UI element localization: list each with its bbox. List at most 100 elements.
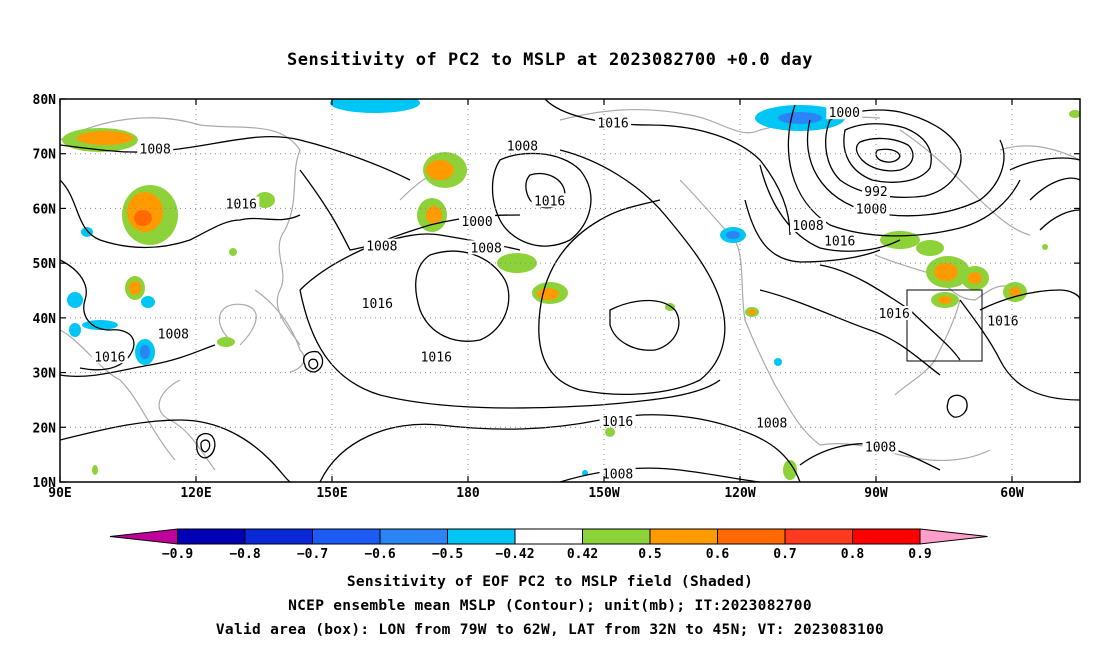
contour-label: 1016	[362, 297, 393, 312]
contour-label-bg	[504, 138, 541, 153]
contour-label: 1008	[507, 140, 538, 155]
contour-label: 1016	[94, 350, 125, 365]
colorbar	[109, 528, 988, 545]
caption-line-2: NCEP ensemble mean MSLP (Contour); unit(…	[288, 598, 812, 614]
lat-label: 30N	[33, 367, 57, 382]
contour-label-bg	[468, 240, 505, 255]
lat-label: 60N	[33, 202, 57, 217]
contour-label: 1016	[824, 234, 855, 249]
colorbar-box	[852, 528, 921, 545]
colorbar-level-label: −0.5	[432, 547, 463, 562]
contour-label: 1016	[534, 194, 565, 209]
colorbar-level-label: 0.42	[567, 547, 598, 562]
contour-label-bg	[155, 326, 192, 341]
contour-label-bg	[359, 296, 396, 311]
colorbar-arrow-low	[109, 528, 178, 545]
contour-label-bg	[137, 141, 174, 156]
contour-label-bg	[599, 413, 636, 428]
colorbar-level-label: 0.8	[841, 547, 865, 562]
contour-label: 1008	[865, 441, 896, 456]
contour-label: 1008	[158, 327, 189, 342]
contour-label: 1000	[461, 215, 492, 230]
axis-ticks	[59, 98, 1080, 483]
colorbar-box	[514, 528, 583, 545]
contour-label-bg	[91, 349, 128, 364]
lon-label: 120E	[180, 486, 211, 501]
colorbar-level-label: 0.7	[773, 547, 796, 562]
contour-label-bg	[821, 233, 858, 248]
contour-label-bg	[790, 217, 826, 232]
contour-label-bg	[876, 306, 913, 321]
lon-label: 150E	[316, 486, 347, 501]
lon-label: 120W	[724, 486, 755, 501]
contour-label-bg	[862, 184, 890, 199]
contour-label: 1016	[987, 315, 1018, 330]
lat-label: 40N	[33, 312, 57, 327]
colorbar-box	[244, 528, 313, 545]
contour-label-bg	[753, 415, 790, 430]
contour-label: 1016	[226, 198, 257, 213]
coastlines	[60, 108, 1080, 471]
map-title: Sensitivity of PC2 to MSLP at 2023082700…	[286, 50, 813, 70]
colorbar-level-label: 0.5	[638, 547, 661, 562]
colorbar-level-label: −0.8	[229, 547, 260, 562]
contour-label: 1016	[597, 117, 628, 132]
contour-label-bg	[853, 201, 890, 216]
shaded-sensitivity	[62, 99, 1080, 480]
lat-label: 80N	[33, 93, 57, 108]
colorbar-box	[717, 528, 786, 545]
contour-label: 992	[864, 185, 887, 200]
colorbar-box	[784, 528, 853, 545]
contour-label-bg	[418, 349, 455, 364]
colorbar-box	[582, 528, 651, 545]
contour-label: 1016	[878, 307, 909, 322]
colorbar-level-label: −0.6	[364, 547, 395, 562]
colorbar-level-label: −0.9	[162, 547, 193, 562]
plot-frame	[59, 98, 1081, 483]
contour-label: 1008	[602, 467, 633, 482]
colorbar-arrow-high	[919, 528, 988, 545]
colorbar-level-label: 0.9	[908, 547, 931, 562]
contour-label: 1016	[602, 415, 633, 430]
lat-label: 10N	[33, 476, 57, 491]
contour-label-bg	[826, 105, 863, 120]
colorbar-box	[312, 528, 381, 545]
colorbar-level-label: −0.42	[495, 547, 534, 562]
lat-label: 50N	[33, 257, 57, 272]
valid-area-box	[906, 289, 983, 362]
lat-label: 20N	[33, 421, 57, 436]
colorbar-level-label: 0.6	[706, 547, 730, 562]
caption-line-1: Sensitivity of EOF PC2 to MSLP field (Sh…	[346, 574, 754, 590]
lon-label: 180	[456, 486, 480, 501]
latitude-labels: 80N 70N 60N 50N 40N 30N 20N 10N	[33, 93, 57, 491]
caption-line-3: Valid area (box): LON from 79W to 62W, L…	[215, 622, 885, 638]
contour-label: 1008	[470, 241, 501, 256]
contour-label: 1016	[421, 350, 452, 365]
contour-label: 1008	[140, 142, 171, 157]
gridlines	[60, 99, 1080, 482]
colorbar-box	[649, 528, 718, 545]
lat-label: 70N	[33, 148, 57, 163]
longitude-labels: 90E 120E 150E 180 150W 120W 90W 60W	[48, 486, 1024, 501]
contour-label: 1008	[366, 240, 397, 255]
contour-label-bg	[862, 439, 899, 454]
colorbar-level-label: −0.7	[297, 547, 328, 562]
contour-label-bg	[223, 196, 260, 211]
colorbar-labels: −0.9 −0.8 −0.7 −0.6 −0.5 −0.42 0.42 0.5 0.6 0.7 0.…	[162, 547, 932, 562]
contour-label: 1008	[756, 416, 787, 431]
contour-label: 1000	[829, 106, 860, 121]
colorbar-box	[177, 528, 246, 545]
lon-label: 60W	[1000, 486, 1024, 501]
contour-label: 1000	[856, 203, 887, 218]
contour-label-bg	[531, 193, 568, 208]
lon-label: 90E	[48, 486, 71, 501]
contour-label-bg	[599, 466, 636, 481]
lon-label: 90W	[864, 486, 888, 501]
lon-label: 150W	[588, 486, 619, 501]
colorbar-box	[379, 528, 448, 545]
contour-label-bg	[363, 238, 400, 253]
colorbar-box	[447, 528, 516, 545]
contour-label: 1008	[792, 219, 823, 234]
